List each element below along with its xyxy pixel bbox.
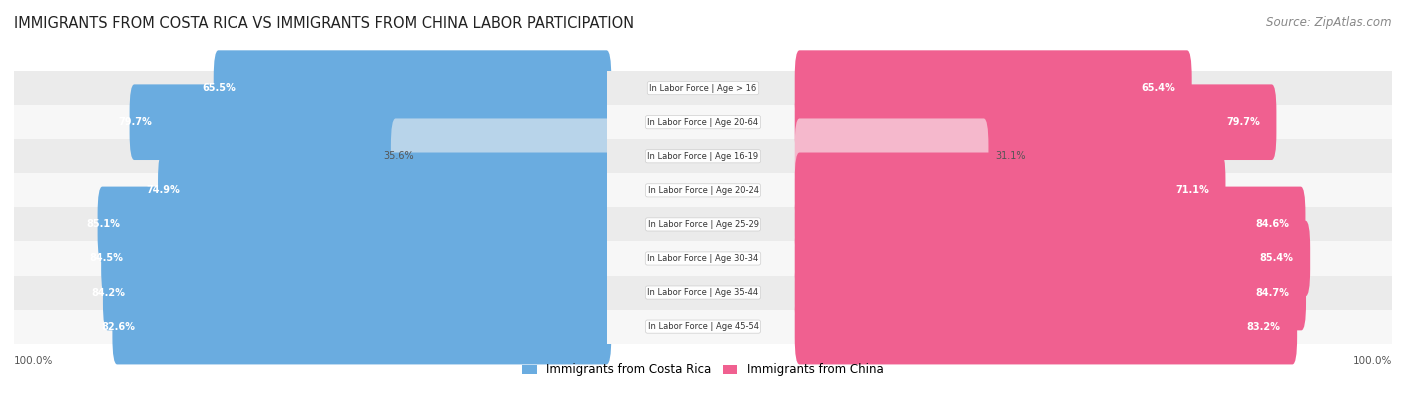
Bar — [800, 105, 1392, 139]
Bar — [14, 139, 606, 173]
FancyBboxPatch shape — [129, 85, 612, 160]
Text: In Labor Force | Age 30-34: In Labor Force | Age 30-34 — [647, 254, 759, 263]
FancyBboxPatch shape — [794, 255, 1306, 330]
Bar — [606, 71, 800, 105]
Text: 35.6%: 35.6% — [384, 151, 415, 161]
Text: 85.1%: 85.1% — [86, 219, 120, 229]
FancyBboxPatch shape — [794, 221, 1310, 296]
Text: In Labor Force | Age 45-54: In Labor Force | Age 45-54 — [648, 322, 758, 331]
Bar — [800, 139, 1392, 173]
Text: 85.4%: 85.4% — [1260, 254, 1294, 263]
Text: 79.7%: 79.7% — [1226, 117, 1260, 127]
Text: In Labor Force | Age 25-29: In Labor Force | Age 25-29 — [648, 220, 758, 229]
Text: 84.6%: 84.6% — [1256, 219, 1289, 229]
Bar — [14, 207, 606, 241]
FancyBboxPatch shape — [794, 85, 1277, 160]
Text: 74.9%: 74.9% — [146, 185, 180, 196]
Legend: Immigrants from Costa Rica, Immigrants from China: Immigrants from Costa Rica, Immigrants f… — [517, 359, 889, 381]
Bar — [606, 139, 800, 173]
FancyBboxPatch shape — [794, 186, 1305, 262]
Text: In Labor Force | Age > 16: In Labor Force | Age > 16 — [650, 84, 756, 93]
Text: IMMIGRANTS FROM COSTA RICA VS IMMIGRANTS FROM CHINA LABOR PARTICIPATION: IMMIGRANTS FROM COSTA RICA VS IMMIGRANTS… — [14, 16, 634, 31]
Text: In Labor Force | Age 20-24: In Labor Force | Age 20-24 — [648, 186, 758, 195]
Bar — [800, 276, 1392, 310]
Bar — [800, 207, 1392, 241]
Text: 65.4%: 65.4% — [1142, 83, 1175, 93]
Bar — [14, 241, 606, 276]
Text: 84.5%: 84.5% — [90, 254, 124, 263]
FancyBboxPatch shape — [391, 118, 612, 194]
Text: 83.2%: 83.2% — [1247, 322, 1281, 332]
Text: 100.0%: 100.0% — [14, 356, 53, 365]
FancyBboxPatch shape — [103, 255, 612, 330]
FancyBboxPatch shape — [157, 152, 612, 228]
Bar — [800, 310, 1392, 344]
Bar — [606, 276, 800, 310]
Text: 31.1%: 31.1% — [995, 151, 1026, 161]
Text: 79.7%: 79.7% — [118, 117, 152, 127]
Bar — [800, 173, 1392, 207]
Bar — [14, 173, 606, 207]
FancyBboxPatch shape — [97, 186, 612, 262]
Bar — [606, 207, 800, 241]
Text: 84.2%: 84.2% — [91, 288, 125, 297]
Bar — [800, 71, 1392, 105]
Bar — [14, 276, 606, 310]
FancyBboxPatch shape — [794, 118, 988, 194]
Bar — [606, 241, 800, 276]
Text: In Labor Force | Age 20-64: In Labor Force | Age 20-64 — [647, 118, 759, 127]
FancyBboxPatch shape — [794, 289, 1298, 365]
Bar — [606, 173, 800, 207]
Text: 71.1%: 71.1% — [1175, 185, 1209, 196]
FancyBboxPatch shape — [101, 221, 612, 296]
FancyBboxPatch shape — [794, 50, 1192, 126]
Text: Source: ZipAtlas.com: Source: ZipAtlas.com — [1267, 16, 1392, 29]
Text: In Labor Force | Age 16-19: In Labor Force | Age 16-19 — [647, 152, 759, 161]
FancyBboxPatch shape — [794, 152, 1226, 228]
FancyBboxPatch shape — [214, 50, 612, 126]
Text: 65.5%: 65.5% — [202, 83, 236, 93]
Bar — [14, 310, 606, 344]
Bar — [14, 71, 606, 105]
Bar — [14, 105, 606, 139]
FancyBboxPatch shape — [112, 289, 612, 365]
Bar — [606, 105, 800, 139]
Text: 84.7%: 84.7% — [1256, 288, 1289, 297]
Text: 82.6%: 82.6% — [101, 322, 135, 332]
Text: In Labor Force | Age 35-44: In Labor Force | Age 35-44 — [647, 288, 759, 297]
Text: 100.0%: 100.0% — [1353, 356, 1392, 365]
Bar — [800, 241, 1392, 276]
Bar — [606, 310, 800, 344]
